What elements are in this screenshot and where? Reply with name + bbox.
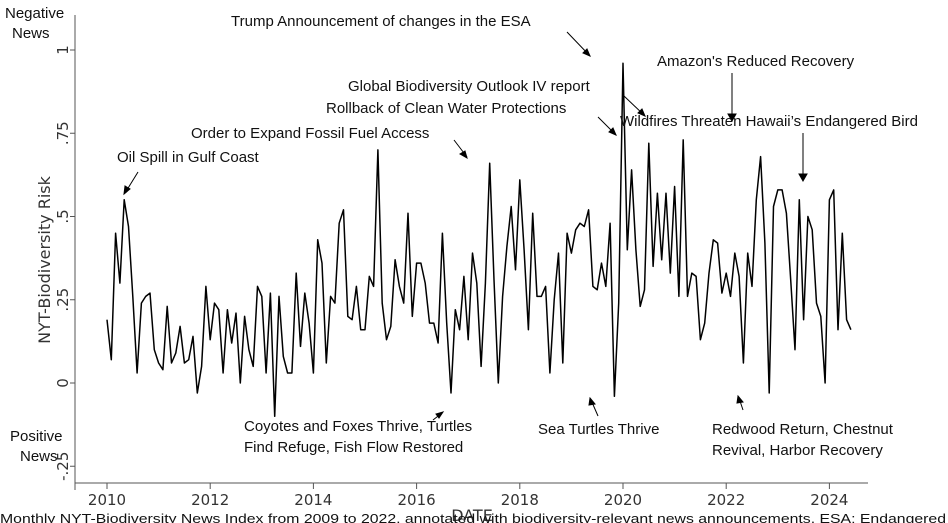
x-axis-title: DATE — [451, 506, 493, 523]
x-tick-label: 2018 — [501, 491, 539, 509]
x-tick-label: 2024 — [810, 491, 848, 509]
arrow-amazon-head — [727, 113, 737, 123]
x-tick-label: 2016 — [398, 491, 436, 509]
arrow-oil-spill-head — [123, 185, 131, 196]
annotation-sea-turtles: Sea Turtles Thrive — [538, 421, 659, 438]
x-tick-label: 2012 — [191, 491, 229, 509]
x-tick-label: 2022 — [707, 491, 745, 509]
annotation-oil-spill: Oil Spill in Gulf Coast — [117, 149, 260, 166]
negative-news-label-line2: News — [12, 25, 50, 42]
x-ticks: 2010 2012 2014 2016 2018 2020 2022 2024 — [88, 483, 848, 509]
x-tick-label: 2014 — [294, 491, 332, 509]
annotation-amazon: Amazon's Reduced Recovery — [657, 53, 855, 70]
arrow-redwood-head — [736, 394, 744, 404]
annotation-redwood-line2: Revival, Harbor Recovery — [712, 442, 883, 459]
x-tick-label: 2020 — [604, 491, 642, 509]
annotation-coyotes-line2: Find Refuge, Fish Flow Restored — [244, 439, 463, 456]
negative-news-label-line1: Negative — [5, 5, 64, 22]
y-tick-label: 1 — [54, 45, 72, 55]
x-tick-label: 2010 — [88, 491, 126, 509]
figure-caption: Monthly NYT-Biodiversity News Index from… — [0, 511, 946, 523]
y-ticks: -.25 0 .25 .5 .75 1 — [54, 45, 75, 481]
annotation-fossil: Order to Expand Fossil Fuel Access — [191, 125, 429, 142]
y-tick-label: .25 — [54, 288, 72, 312]
positive-news-label-line1: Positive — [10, 428, 63, 445]
annotation-trump-esa: Trump Announcement of changes in the ESA — [231, 13, 531, 30]
annotation-redwood-line1: Redwood Return, Chestnut — [712, 421, 894, 438]
annotation-coyotes-line1: Coyotes and Foxes Thrive, Turtles — [244, 418, 472, 435]
y-axis-title: NYT-Biodiversity Risk — [35, 175, 54, 343]
arrow-clean-water-head — [608, 127, 617, 136]
annotation-clean-water: Rollback of Clean Water Protections — [326, 100, 566, 117]
annotation-hawaii: Wildfires Threaten Hawaii’s Endangered B… — [620, 113, 918, 130]
arrow-fossil-head — [459, 150, 468, 160]
arrow-gbo-head — [637, 108, 646, 117]
y-tick-label: 0 — [54, 378, 72, 388]
positive-news-label-line2: News — [20, 448, 58, 465]
arrow-trump-esa-head — [582, 48, 591, 57]
annotation-gbo: Global Biodiversity Outlook IV report — [348, 78, 591, 95]
arrow-coyotes-head — [435, 411, 445, 419]
annotation-arrows — [123, 31, 808, 421]
y-tick-label: .75 — [54, 121, 72, 145]
arrow-sea-turtles-head — [588, 396, 596, 406]
y-tick-label: .5 — [54, 209, 72, 223]
y-tick-label: -.25 — [54, 452, 72, 481]
arrow-hawaii-head — [798, 173, 808, 183]
series-line — [106, 62, 852, 418]
